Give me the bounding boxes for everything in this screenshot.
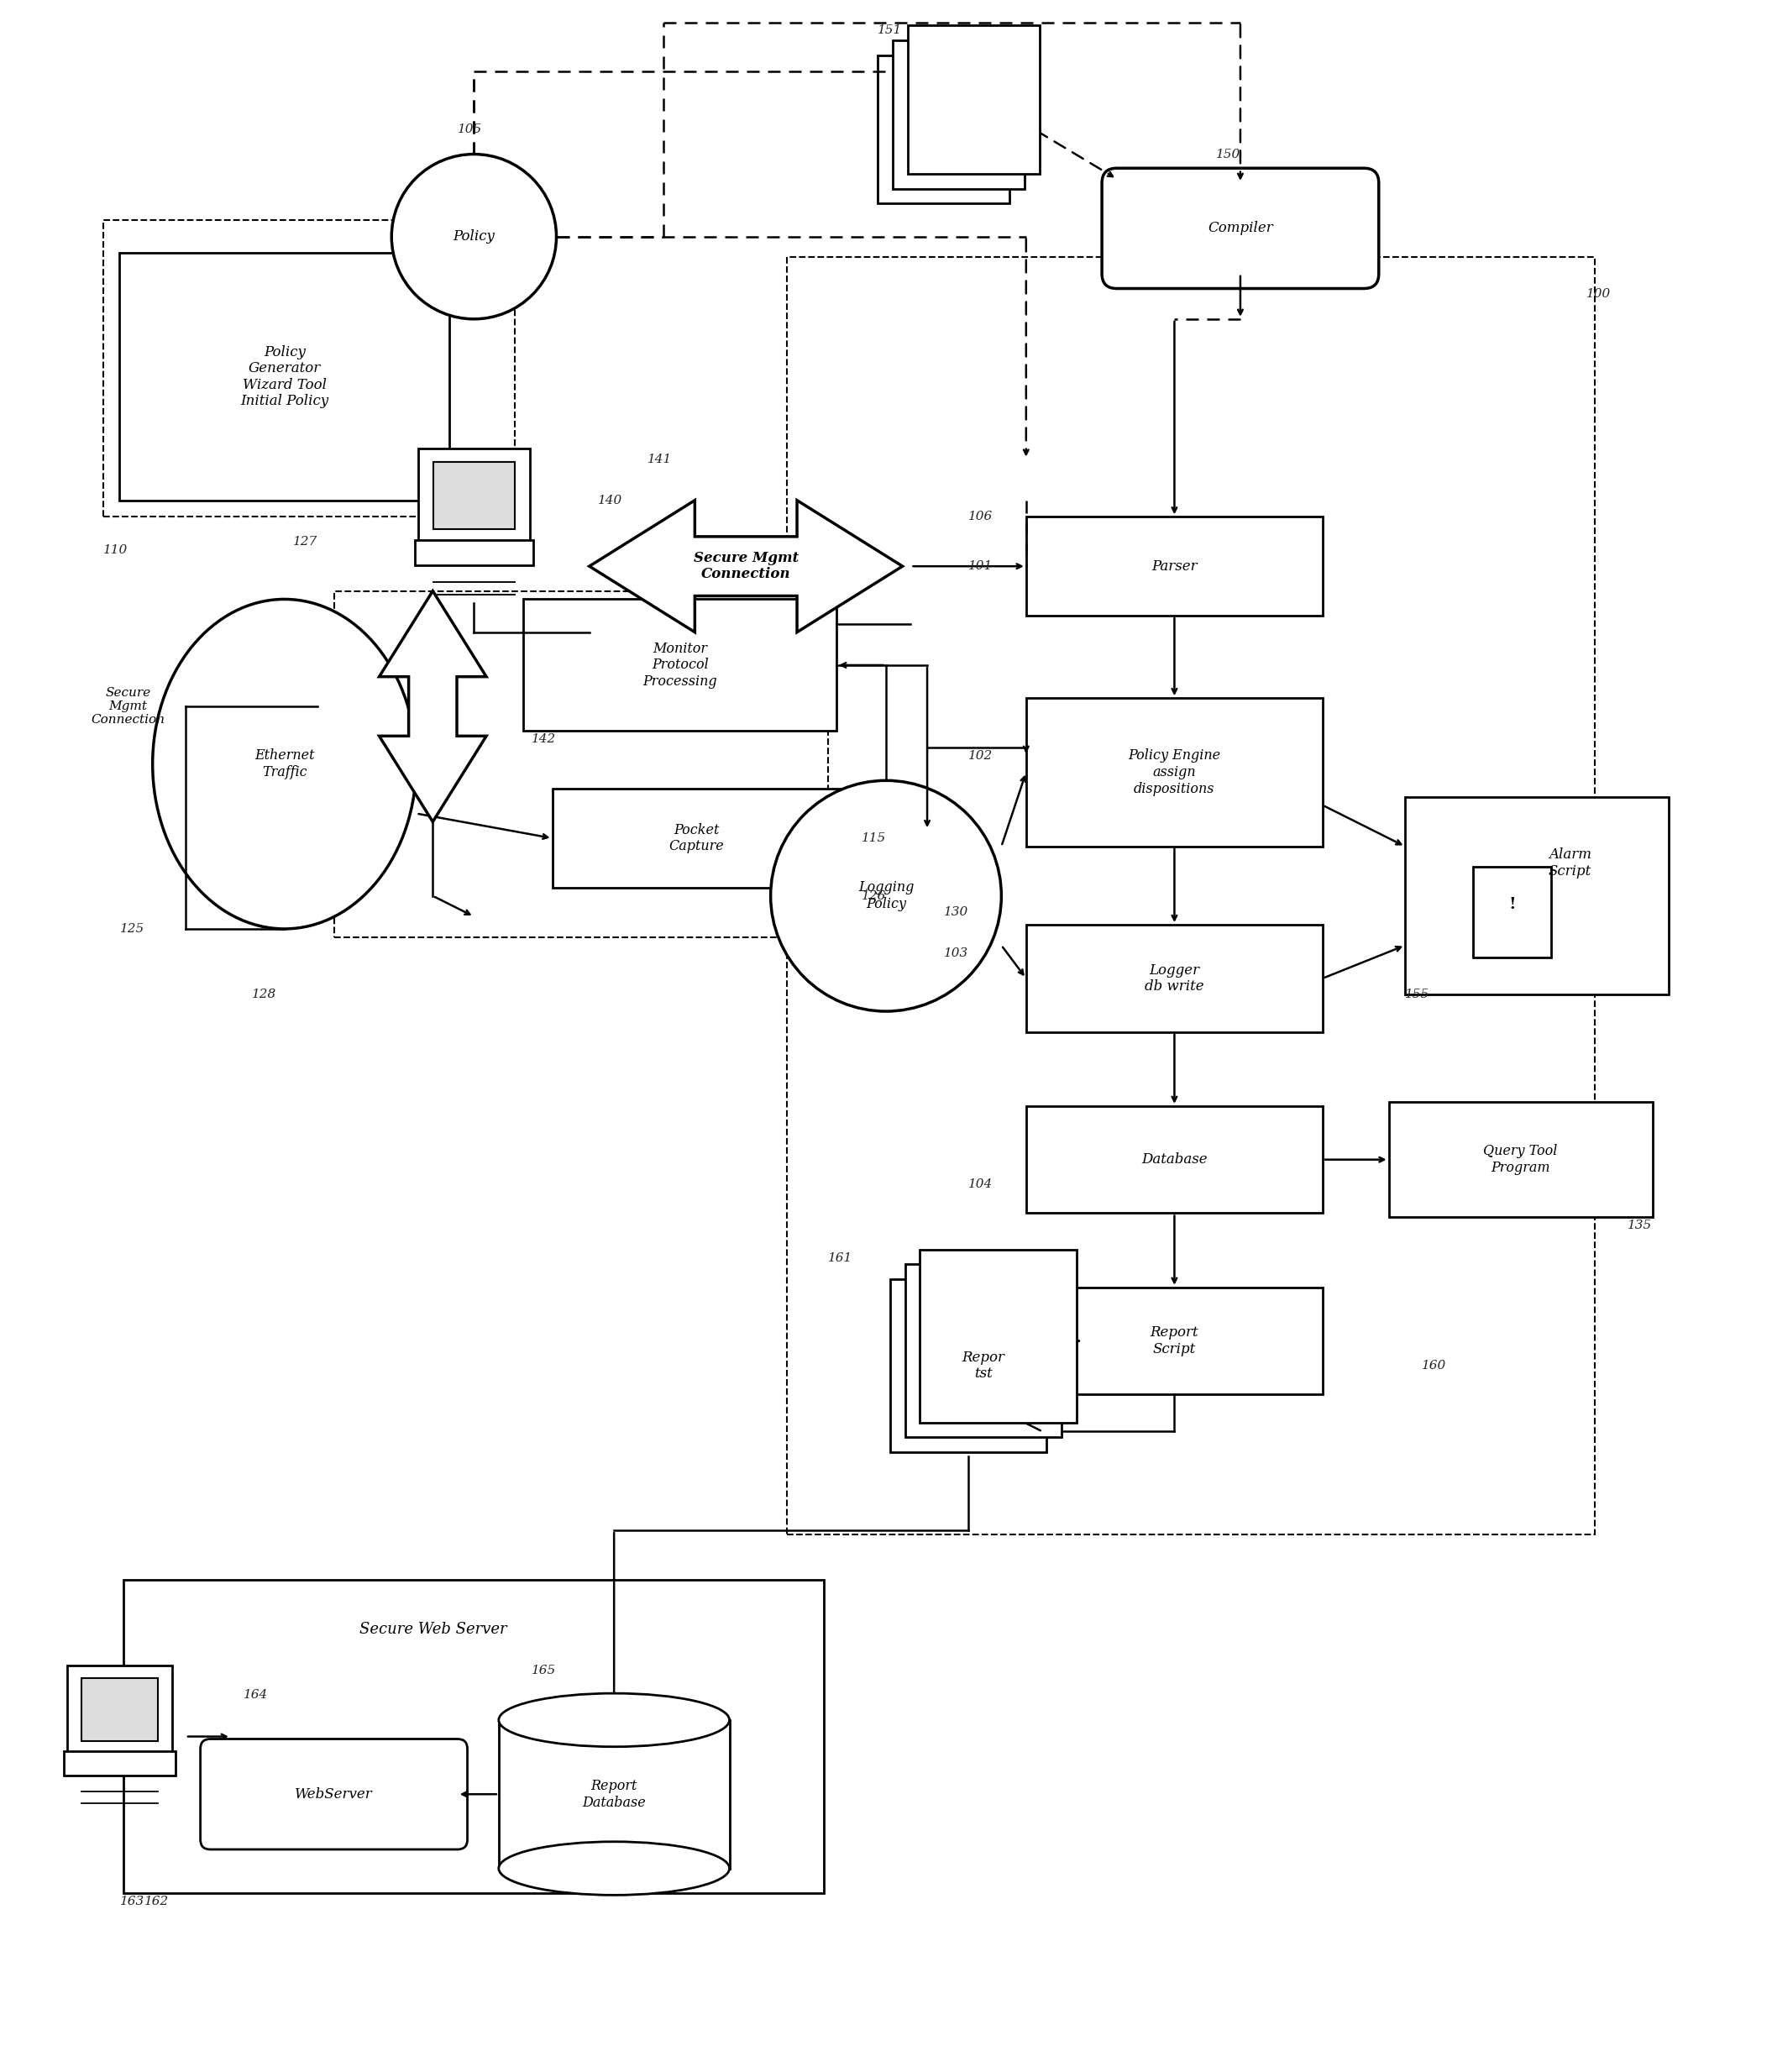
Text: Query Tool
Program: Query Tool Program [1483,1144,1558,1175]
Text: 151: 151 [877,25,902,37]
Bar [120,253,450,499]
Bar [124,1581,824,1894]
Text: Logger
db write: Logger db write [1145,963,1205,995]
Text: Policy: Policy [454,230,494,244]
Bar [1026,698,1322,847]
Bar [415,539,533,566]
Bar [1473,866,1552,957]
Text: 125: 125 [120,922,144,934]
Bar [1026,924,1322,1032]
Polygon shape [379,591,486,823]
Text: 160: 160 [1421,1359,1446,1372]
Text: Monitor
Protocol
Processing: Monitor Protocol Processing [643,642,718,688]
Text: 135: 135 [1628,1220,1652,1231]
Text: 101: 101 [969,559,992,572]
Bar [64,1751,175,1776]
Text: Parser: Parser [1152,559,1198,574]
Text: 162: 162 [144,1896,168,1906]
Bar [890,1278,1047,1452]
Circle shape [771,781,1001,1011]
Text: 150: 150 [1216,149,1240,160]
Text: 163: 163 [120,1896,144,1906]
Text: 126: 126 [861,891,886,901]
Text: 130: 130 [944,908,968,918]
Bar [333,591,828,937]
Text: 128: 128 [252,988,276,1001]
Text: 141: 141 [647,454,672,464]
Text: Secure Web Server: Secure Web Server [360,1622,507,1637]
Bar [1389,1102,1652,1218]
Ellipse shape [152,599,416,928]
Bar [82,1678,158,1740]
Text: Database: Database [1141,1152,1207,1167]
Text: Secure Mgmt
Connection: Secure Mgmt Connection [693,551,799,582]
Text: 103: 103 [944,947,968,959]
Circle shape [392,153,556,319]
Ellipse shape [498,1842,730,1896]
Bar [432,462,514,528]
Bar [920,1249,1076,1423]
Text: Pocket
Capture: Pocket Capture [668,823,725,854]
Text: Alarm
Script: Alarm Script [1549,847,1591,879]
Text: Secure
Mgmt
Connection: Secure Mgmt Connection [90,686,165,725]
Bar [498,1720,730,1869]
Bar [418,450,530,545]
Text: Compiler: Compiler [1209,222,1272,236]
Bar [787,257,1595,1535]
Text: !: ! [1508,897,1515,912]
Text: 102: 102 [969,750,992,762]
FancyBboxPatch shape [1102,168,1379,288]
Bar [553,789,840,887]
Text: Repor
tst: Repor tst [962,1351,1005,1382]
Text: Report
Database: Report Database [583,1780,645,1809]
Text: Ethernet
Traffic: Ethernet Traffic [255,748,314,779]
Polygon shape [590,499,902,632]
Text: 165: 165 [532,1664,556,1676]
Bar [905,1264,1061,1438]
Bar [67,1666,172,1757]
Bar [893,41,1024,189]
Bar [1405,798,1669,995]
Text: 127: 127 [292,537,317,547]
Text: 104: 104 [969,1179,992,1189]
Text: 106: 106 [969,512,992,522]
Text: WebServer: WebServer [294,1786,372,1801]
Text: 140: 140 [597,495,622,506]
FancyBboxPatch shape [200,1738,468,1850]
Text: Policy
Generator
Wizard Tool
Initial Policy: Policy Generator Wizard Tool Initial Pol… [241,344,328,408]
Bar [1026,1106,1322,1214]
Bar [523,599,836,731]
Text: 164: 164 [243,1689,268,1701]
Text: 110: 110 [103,543,128,555]
Text: 155: 155 [1405,988,1430,1001]
Text: 105: 105 [457,124,482,135]
Text: 142: 142 [532,733,556,746]
Text: Logging
Policy: Logging Policy [858,881,914,912]
Ellipse shape [498,1693,730,1747]
Text: 161: 161 [828,1254,852,1264]
Bar [877,56,1010,203]
Text: Report
Script: Report Script [1150,1326,1198,1357]
Text: 100: 100 [1586,288,1611,300]
Text: Policy Engine
assign
dispositions: Policy Engine assign dispositions [1129,748,1221,796]
Bar [1026,516,1322,615]
Bar [907,25,1038,174]
Bar [1026,1287,1322,1394]
Bar [103,220,516,516]
Text: 115: 115 [861,833,886,843]
